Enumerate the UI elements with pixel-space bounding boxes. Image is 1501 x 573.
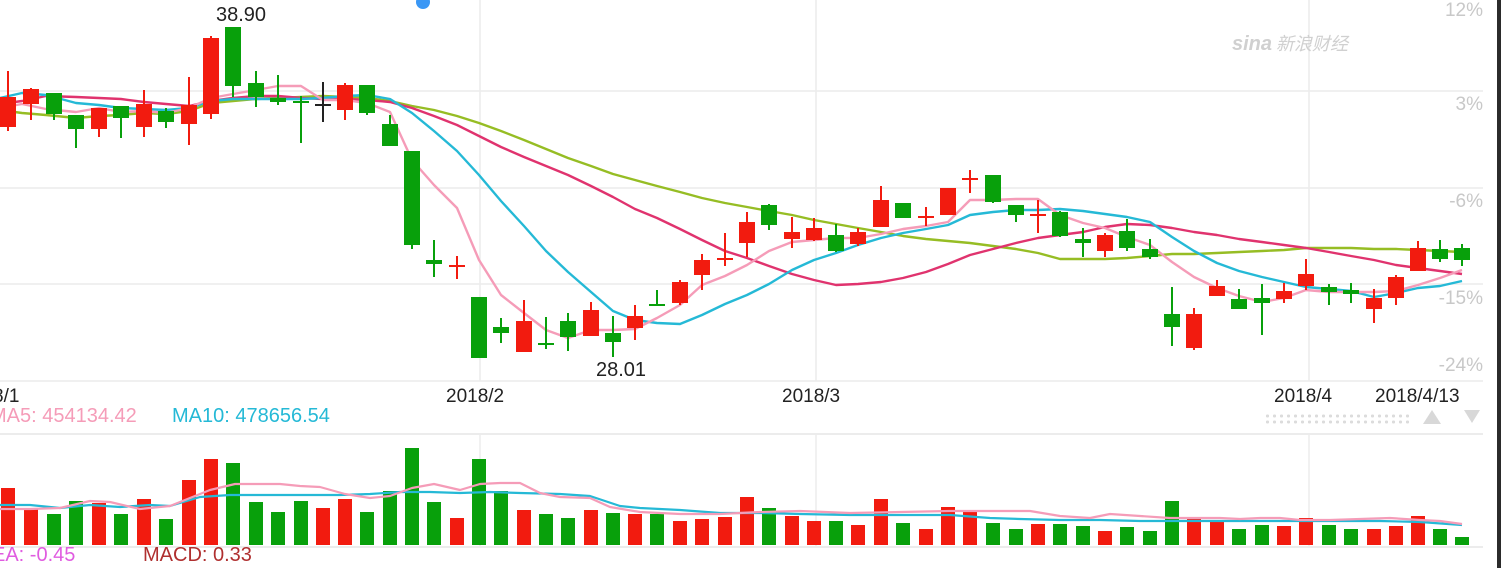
candlesticks — [0, 27, 1470, 358]
volume-ma10-legend: MA10: 478656.54 — [172, 405, 330, 427]
x-axis-label-2018-3: 2018/3 — [782, 386, 841, 407]
volume-ma-lines — [0, 481, 1463, 527]
zoom-in-arrow-icon[interactable] — [1423, 410, 1441, 424]
x-axis-label-start: 8/1 — [0, 386, 20, 407]
volume-bars — [1, 448, 1469, 545]
sina-logo-icon: sina — [1232, 33, 1273, 55]
macd-legend: MACD: 0.33 — [143, 544, 252, 566]
sina-finance-watermark: sina 新浪财经 — [1232, 30, 1348, 56]
y-axis-label-3: 3% — [1455, 94, 1483, 115]
drag-handle-dot[interactable] — [416, 0, 430, 9]
y-axis-label-neg15: -15% — [1438, 288, 1483, 309]
right-border — [1497, 0, 1501, 568]
grid-lines — [0, 0, 1483, 548]
x-axis-label-2018-2: 2018/2 — [446, 386, 505, 407]
volume-ma5-legend: MA5: 454134.42 — [0, 405, 137, 427]
y-axis-label-12: 12% — [1444, 0, 1483, 21]
range-scroll-handle[interactable] — [1264, 413, 1409, 425]
x-axis-label-2018-4: 2018/4 — [1274, 386, 1333, 407]
dea-legend: EA: -0.45 — [0, 544, 76, 566]
max-price-label: 38.90 — [216, 4, 267, 26]
zoom-out-arrow-icon[interactable] — [1464, 410, 1480, 423]
y-axis-label-neg6: -6% — [1449, 191, 1483, 212]
watermark-text: 新浪财经 — [1276, 34, 1349, 54]
y-axis-label-neg24: -24% — [1438, 355, 1483, 376]
min-price-label: 28.01 — [596, 359, 647, 381]
x-axis-label-2018-4-13: 2018/4/13 — [1375, 386, 1460, 407]
